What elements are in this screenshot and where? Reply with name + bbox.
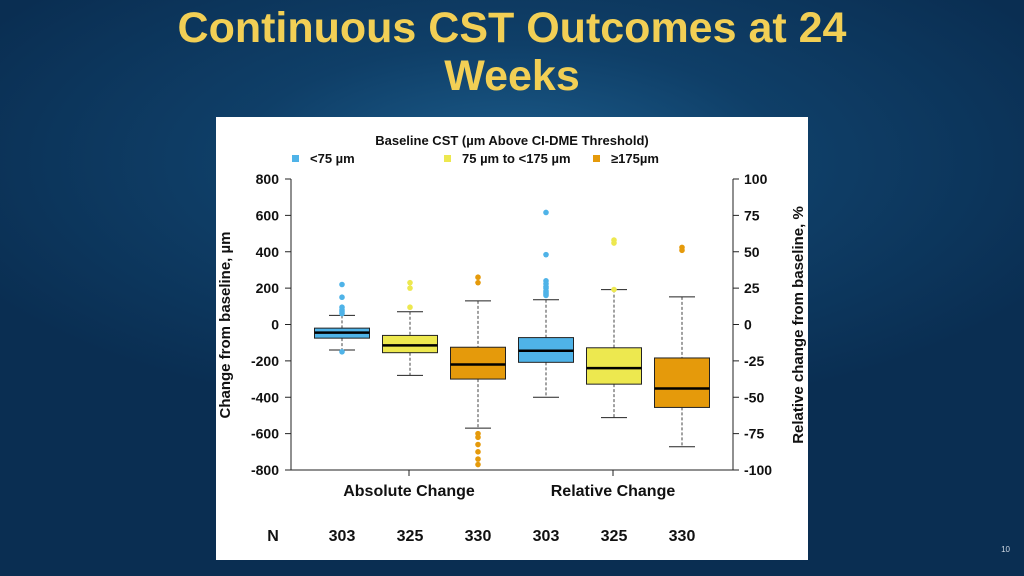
slide-title: Continuous CST Outcomes at 24 Weeks	[0, 4, 1024, 100]
outlier-point	[339, 310, 345, 317]
outlier-point	[475, 441, 481, 448]
box-iqr	[586, 347, 642, 385]
outlier-point	[543, 292, 549, 299]
right-axis-title: Relative change from baseline, %	[790, 206, 807, 444]
n-value: 330	[465, 528, 492, 545]
right-tick-label: 25	[744, 280, 760, 296]
x-group-label: Relative Change	[551, 483, 676, 500]
outlier-point	[407, 285, 413, 291]
legend-swatch	[292, 155, 299, 162]
outlier-point	[475, 461, 481, 468]
outlier-point	[407, 304, 413, 311]
left-tick-label: -200	[251, 353, 279, 369]
right-tick-label: -75	[744, 426, 764, 442]
left-tick-label: -400	[251, 389, 279, 405]
outlier-point	[475, 449, 481, 455]
right-tick-label: 50	[744, 244, 760, 260]
left-tick-label: -600	[251, 426, 279, 442]
left-tick-label: 600	[256, 207, 280, 223]
right-tick-label: 0	[744, 317, 752, 333]
x-group-label: Absolute Change	[343, 483, 475, 500]
title-line-2: Weeks	[444, 52, 580, 100]
outlier-point	[543, 209, 549, 216]
legend-label: 75 µm to <175 µm	[462, 151, 571, 166]
legend-swatch	[593, 155, 600, 162]
left-axis-title: Change from baseline, µm	[217, 231, 234, 418]
left-tick-label: -800	[251, 462, 279, 478]
outlier-point	[339, 348, 345, 355]
outlier-point	[475, 274, 481, 281]
n-value: 303	[533, 528, 560, 545]
left-tick-label: 200	[256, 280, 280, 296]
right-tick-label: -100	[744, 462, 772, 478]
outlier-point	[339, 294, 345, 301]
right-tick-label: 75	[744, 207, 760, 223]
n-label: N	[267, 528, 279, 545]
outlier-point	[475, 434, 481, 441]
boxplot-chart: Baseline CST (µm Above CI-DME Threshold)…	[217, 133, 807, 545]
slide-number: 10	[1001, 545, 1010, 554]
title-line-1: Continuous CST Outcomes at 24	[177, 4, 847, 52]
legend-label: <75 µm	[310, 151, 355, 166]
legend-label: ≥175µm	[611, 151, 659, 166]
box-iqr	[382, 334, 438, 354]
box-iqr	[654, 357, 710, 408]
outlier-point	[407, 279, 413, 286]
outlier-point	[543, 251, 549, 258]
right-tick-label: -25	[744, 353, 764, 369]
legend-title: Baseline CST (µm Above CI-DME Threshold)	[375, 133, 649, 148]
left-tick-label: 400	[256, 244, 280, 260]
chart-panel: Baseline CST (µm Above CI-DME Threshold)…	[216, 117, 808, 560]
legend-swatch	[444, 155, 451, 162]
outlier-point	[339, 281, 345, 288]
n-value: 303	[329, 528, 356, 545]
left-tick-label: 0	[271, 317, 279, 333]
n-value: 330	[669, 528, 696, 545]
outlier-point	[475, 279, 481, 286]
outlier-point	[475, 456, 481, 462]
outlier-point	[611, 240, 617, 246]
left-tick-label: 800	[256, 171, 280, 187]
outlier-point	[611, 286, 617, 293]
right-tick-label: -50	[744, 389, 764, 405]
right-tick-label: 100	[744, 171, 768, 187]
box-iqr	[450, 346, 506, 380]
n-value: 325	[601, 528, 628, 545]
outlier-point	[679, 247, 685, 254]
n-value: 325	[397, 528, 424, 545]
